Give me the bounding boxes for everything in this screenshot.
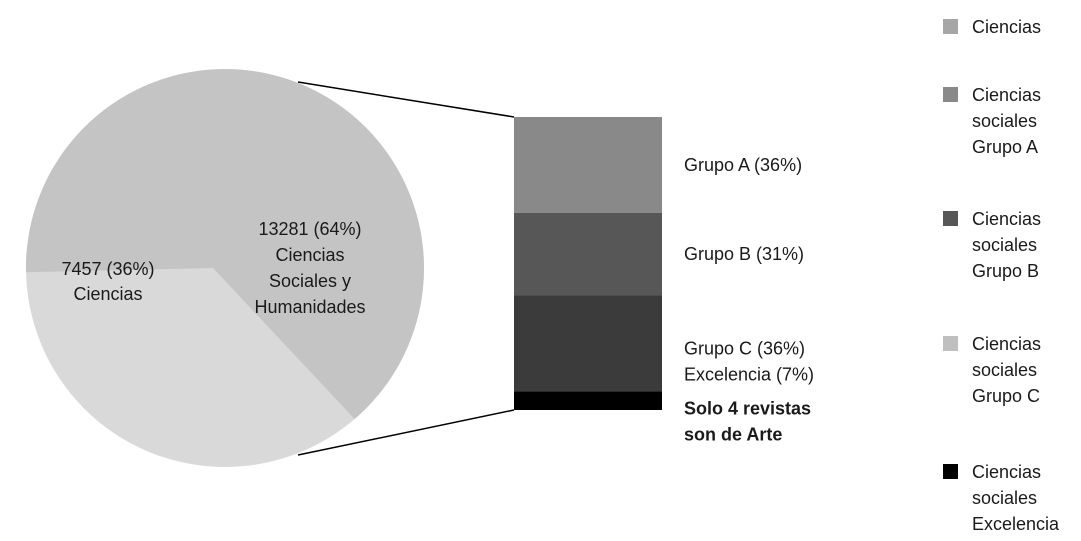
legend-swatch: [943, 464, 958, 479]
legend-label: Grupo A: [972, 137, 1038, 157]
segment-label-excelencia: Excelencia (7%): [684, 364, 814, 384]
pie-label-ciencias-sociales: Sociales y: [269, 271, 351, 291]
legend-label: Ciencias: [972, 209, 1041, 229]
legend-label: sociales: [972, 360, 1037, 380]
legend-swatch: [943, 336, 958, 351]
pie-label-ciencias: 7457 (36%): [61, 259, 154, 279]
legend-label: sociales: [972, 488, 1037, 508]
legend-swatch: [943, 211, 958, 226]
pie: 7457 (36%) Ciencias 13281 (64%) Ciencias Soc…: [26, 69, 424, 467]
legend-swatch: [943, 19, 958, 34]
legend-label: sociales: [972, 111, 1037, 131]
legend-label: Ciencias: [972, 17, 1041, 37]
annotation-text: Solo 4 revistas: [684, 398, 811, 418]
legend-label: Excelencia: [972, 514, 1060, 534]
bar-segment-excelencia: [514, 391, 662, 410]
legend-label: sociales: [972, 235, 1037, 255]
legend-swatch: [943, 87, 958, 102]
bar-segment-grupo-c: [514, 295, 662, 391]
annotation-text: son de Arte: [684, 424, 782, 444]
segment-label-grupo-a: Grupo A (36%): [684, 155, 802, 175]
segment-label-grupo-b: Grupo B (31%): [684, 244, 804, 264]
breakdown-bar: Grupo A (36%) Grupo B (31%) Grupo C (36%) E…: [514, 117, 814, 444]
pie-label-ciencias-sociales: Humanidades: [254, 297, 365, 317]
legend-label: Grupo C: [972, 386, 1040, 406]
legend-label: Grupo B: [972, 261, 1039, 281]
pie-label-ciencias: Ciencias: [73, 284, 142, 304]
legend-label: Ciencias: [972, 462, 1041, 482]
pie-label-ciencias-sociales: Ciencias: [275, 245, 344, 265]
bar-segment-grupo-b: [514, 213, 662, 296]
bar-segment-grupo-a: [514, 117, 662, 213]
legend-label: Ciencias: [972, 334, 1041, 354]
segment-label-grupo-c: Grupo C (36%): [684, 338, 805, 358]
pie-label-ciencias-sociales: 13281 (64%): [258, 219, 361, 239]
legend: Ciencias Ciencias sociales Grupo A Ciencias s…: [943, 17, 1060, 534]
legend-label: Ciencias: [972, 85, 1041, 105]
